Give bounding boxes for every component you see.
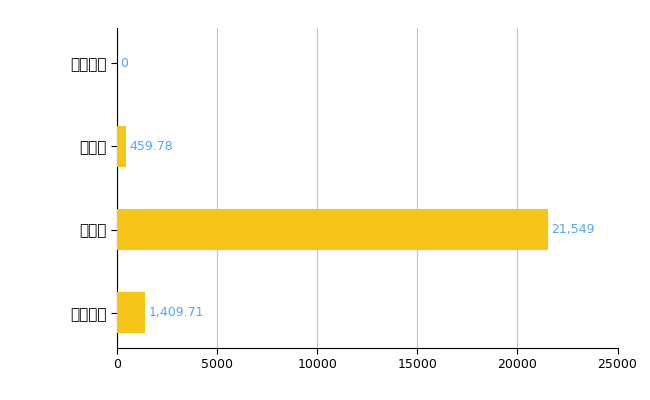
Bar (117, 126, 126, 167)
Bar (117, 292, 145, 334)
Text: 459.78: 459.78 (129, 140, 173, 153)
Text: 21,549: 21,549 (551, 223, 595, 236)
Text: 0: 0 (120, 57, 128, 70)
Bar (117, 209, 549, 250)
Text: 1,409.71: 1,409.71 (148, 306, 203, 319)
